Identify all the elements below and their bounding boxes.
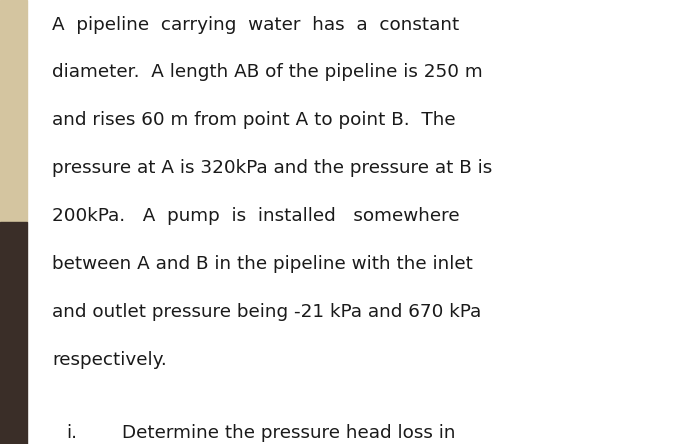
Text: respectively.: respectively. [52,351,167,369]
Text: diameter.  A length AB of the pipeline is 250 m: diameter. A length AB of the pipeline is… [52,63,483,82]
Text: between A and B in the pipeline with the inlet: between A and B in the pipeline with the… [52,255,473,274]
Text: A  pipeline  carrying  water  has  a  constant: A pipeline carrying water has a constant [52,16,460,34]
Bar [0,0,27,222]
Text: and outlet pressure being -21 kPa and 670 kPa: and outlet pressure being -21 kPa and 67… [52,303,482,321]
Text: pressure at A is 320kPa and the pressure at B is: pressure at A is 320kPa and the pressure… [52,159,493,178]
Text: 200kPa.   A  pump  is  installed   somewhere: 200kPa. A pump is installed somewhere [52,207,460,226]
Text: i.: i. [66,424,78,442]
Text: and rises 60 m from point A to point B.  The: and rises 60 m from point A to point B. … [52,111,456,130]
Text: Determine the pressure head loss in: Determine the pressure head loss in [122,424,456,442]
Bar [0,222,27,444]
